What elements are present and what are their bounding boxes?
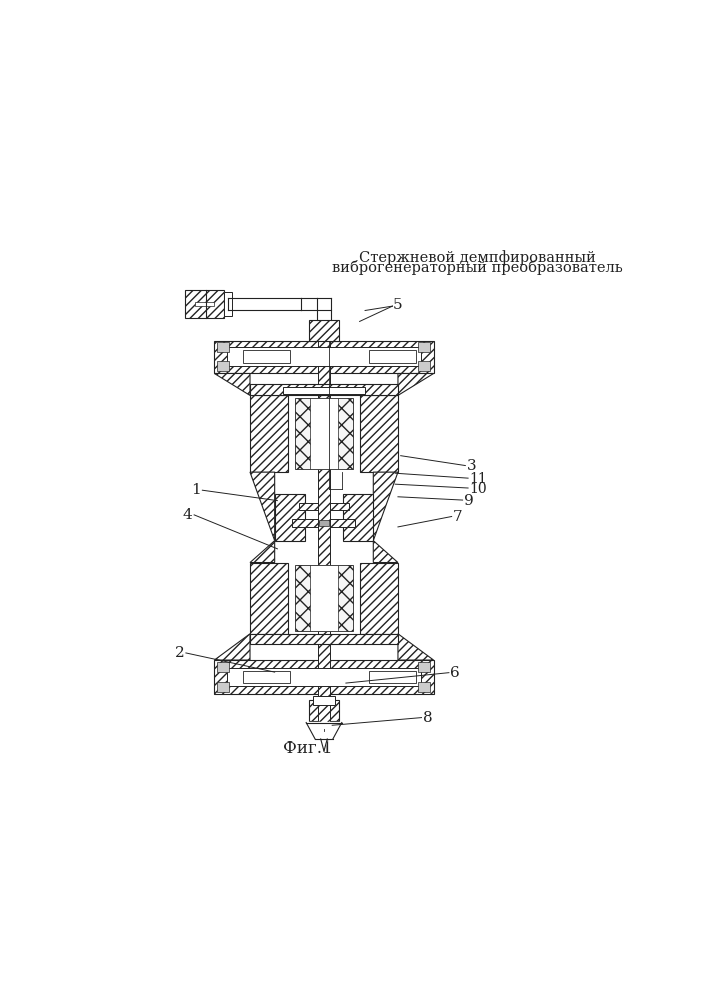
- Text: 6: 6: [450, 666, 460, 680]
- Polygon shape: [398, 373, 433, 395]
- Polygon shape: [250, 563, 288, 634]
- Polygon shape: [250, 541, 274, 563]
- Polygon shape: [309, 700, 339, 721]
- Text: 5: 5: [392, 298, 402, 312]
- Bar: [283, 387, 365, 394]
- Bar: [227, 347, 421, 366]
- Bar: [217, 662, 229, 672]
- Polygon shape: [306, 723, 341, 739]
- Text: 2: 2: [175, 646, 185, 660]
- Polygon shape: [318, 341, 330, 723]
- Text: Фиг.1: Фиг.1: [283, 740, 332, 757]
- Bar: [319, 520, 329, 526]
- Polygon shape: [309, 320, 339, 341]
- Polygon shape: [360, 563, 398, 634]
- Bar: [310, 398, 338, 469]
- Bar: [217, 361, 229, 371]
- Text: 10: 10: [469, 482, 487, 496]
- Polygon shape: [214, 634, 250, 660]
- Polygon shape: [398, 634, 433, 660]
- Polygon shape: [250, 395, 288, 472]
- Polygon shape: [293, 519, 356, 527]
- Polygon shape: [274, 494, 305, 541]
- Bar: [296, 398, 353, 469]
- Bar: [227, 668, 421, 686]
- Polygon shape: [373, 541, 398, 563]
- Text: 8: 8: [423, 711, 432, 725]
- Polygon shape: [250, 472, 274, 541]
- Polygon shape: [214, 660, 433, 694]
- Text: 11: 11: [469, 472, 487, 486]
- Bar: [419, 342, 431, 352]
- Polygon shape: [299, 503, 349, 510]
- Text: виброгенераторный преобразователь: виброгенераторный преобразователь: [332, 260, 623, 275]
- Bar: [243, 671, 290, 683]
- Text: Стержневой демпфированный: Стержневой демпфированный: [359, 250, 596, 265]
- Bar: [250, 634, 398, 644]
- Polygon shape: [214, 373, 250, 395]
- Bar: [369, 350, 416, 363]
- Bar: [419, 662, 431, 672]
- Text: 9: 9: [464, 494, 474, 508]
- Bar: [217, 342, 229, 352]
- Bar: [195, 302, 214, 306]
- Bar: [313, 696, 335, 705]
- Bar: [250, 384, 398, 395]
- Text: 3: 3: [467, 459, 476, 473]
- Polygon shape: [185, 290, 223, 318]
- Text: 1: 1: [191, 483, 201, 497]
- Bar: [296, 565, 353, 631]
- Polygon shape: [343, 494, 373, 541]
- Bar: [369, 671, 416, 683]
- Text: 4: 4: [182, 508, 192, 522]
- Bar: [419, 682, 431, 692]
- Polygon shape: [373, 472, 398, 541]
- Bar: [223, 292, 233, 316]
- Bar: [310, 565, 338, 631]
- Text: 7: 7: [452, 510, 462, 524]
- Bar: [217, 682, 229, 692]
- Polygon shape: [360, 395, 398, 472]
- Polygon shape: [321, 739, 327, 751]
- Bar: [243, 350, 290, 363]
- Bar: [419, 361, 431, 371]
- Polygon shape: [214, 341, 433, 373]
